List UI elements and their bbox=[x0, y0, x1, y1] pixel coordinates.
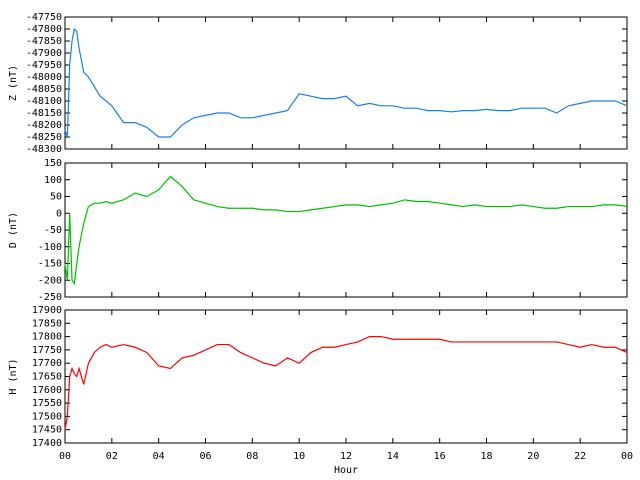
y-tick-label: -47950 bbox=[26, 60, 62, 71]
x-tick-label: 22 bbox=[574, 451, 586, 462]
y-axis-label: D (nT) bbox=[8, 212, 19, 248]
y-tick-label: -200 bbox=[38, 275, 62, 286]
x-tick-label: 10 bbox=[293, 451, 305, 462]
y-tick-label: -48250 bbox=[26, 132, 62, 143]
x-tick-label: 20 bbox=[527, 451, 539, 462]
y-tick-label: -48050 bbox=[26, 84, 62, 95]
y-tick-label: 17750 bbox=[32, 345, 62, 356]
y-tick-label: 17550 bbox=[32, 398, 62, 409]
y-tick-label: -50 bbox=[44, 225, 62, 236]
y-tick-label: 17400 bbox=[32, 438, 62, 449]
y-tick-label: -48300 bbox=[26, 144, 62, 155]
x-tick-label: 06 bbox=[199, 451, 211, 462]
x-axis-label: Hour bbox=[334, 465, 358, 476]
data-line bbox=[64, 27, 628, 138]
y-tick-label: 17450 bbox=[32, 425, 62, 436]
x-tick-label: 00 bbox=[621, 451, 633, 462]
y-tick-label: 17650 bbox=[32, 372, 62, 383]
y-tick-label: 17850 bbox=[32, 318, 62, 329]
y-tick-label: -47800 bbox=[26, 24, 62, 35]
y-tick-label: -250 bbox=[38, 292, 62, 303]
y-tick-label: -100 bbox=[38, 242, 62, 253]
x-tick-label: 02 bbox=[106, 451, 118, 462]
x-tick-label: 12 bbox=[340, 451, 352, 462]
y-tick-label: 17800 bbox=[32, 332, 62, 343]
y-tick-label: 17500 bbox=[32, 411, 62, 422]
x-tick-label: 00 bbox=[59, 451, 71, 462]
y-tick-label: -48000 bbox=[26, 72, 62, 83]
plot-frame bbox=[64, 162, 628, 298]
y-axis-label: Z (nT) bbox=[8, 65, 19, 101]
y-tick-label: 17900 bbox=[32, 305, 62, 316]
y-tick-label: 150 bbox=[44, 158, 62, 169]
y-tick-label: -47750 bbox=[26, 12, 62, 23]
x-tick-label: 04 bbox=[153, 451, 165, 462]
y-tick-label: -48200 bbox=[26, 120, 62, 131]
y-tick-label: -48100 bbox=[26, 96, 62, 107]
y-tick-label: -47850 bbox=[26, 36, 62, 47]
y-tick-label: -47900 bbox=[26, 48, 62, 59]
y-tick-label: 17600 bbox=[32, 385, 62, 396]
x-tick-label: 08 bbox=[246, 451, 258, 462]
y-axis-label: H (nT) bbox=[8, 358, 19, 394]
plot-frame bbox=[64, 309, 628, 444]
y-tick-label: -48150 bbox=[26, 108, 62, 119]
x-tick-label: 16 bbox=[434, 451, 446, 462]
x-tick-label: 14 bbox=[387, 451, 399, 462]
y-tick-label: -150 bbox=[38, 259, 62, 270]
data-line bbox=[64, 336, 628, 430]
x-tick-label: 18 bbox=[480, 451, 492, 462]
y-tick-label: 0 bbox=[56, 208, 62, 219]
y-tick-label: 50 bbox=[50, 192, 62, 203]
data-line bbox=[64, 175, 628, 286]
y-tick-label: 100 bbox=[44, 175, 62, 186]
y-tick-label: 17700 bbox=[32, 358, 62, 369]
